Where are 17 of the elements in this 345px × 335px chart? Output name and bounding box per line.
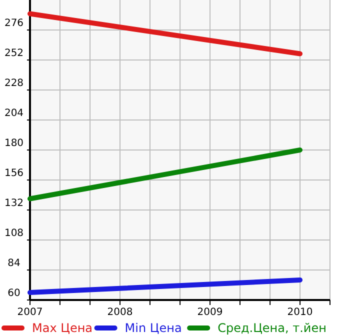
x-tick-label: 2007 (17, 307, 43, 318)
y-tick-label: 204 (4, 108, 24, 119)
x-tick-label: 2010 (287, 307, 313, 318)
y-tick-label: 156 (4, 168, 24, 179)
y-tick-label: 60 (8, 288, 20, 299)
x-tick-label: 2009 (197, 307, 223, 318)
y-tick-label: 180 (4, 138, 24, 149)
y-tick-label: 84 (8, 258, 20, 269)
legend-label: Max Цена (32, 321, 93, 335)
legend-label: Сред.Цена, т.йен (218, 321, 326, 335)
y-tick-label: 252 (4, 48, 24, 59)
y-tick-label: 276 (4, 18, 24, 29)
legend-label: Min Цена (124, 321, 182, 335)
y-tick-label: 108 (4, 228, 24, 239)
y-tick-label: 228 (4, 78, 24, 89)
x-tick-label: 2008 (107, 307, 133, 318)
y-tick-label: 132 (4, 198, 24, 209)
